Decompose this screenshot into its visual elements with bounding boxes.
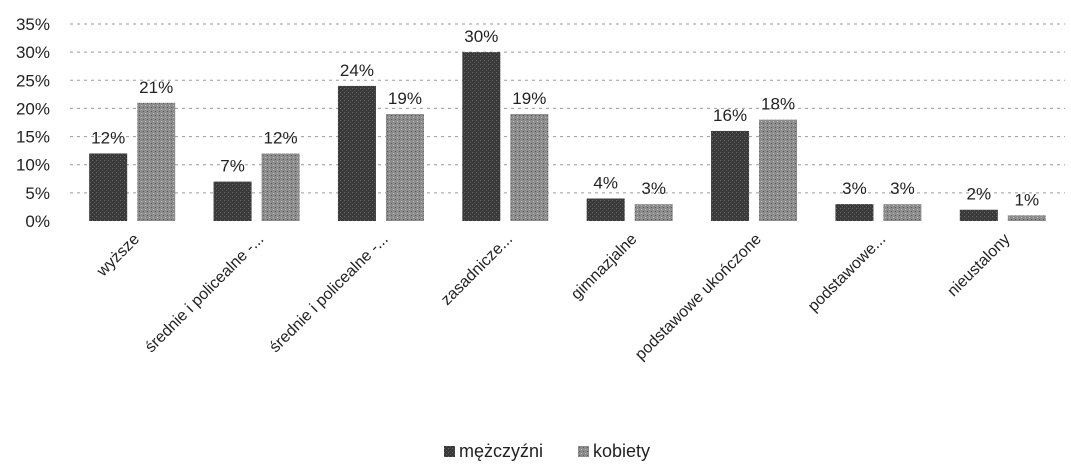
bar-kobiety	[510, 114, 549, 221]
legend-swatch-mezczyzni	[444, 446, 455, 457]
data-label: 16%	[713, 106, 747, 125]
legend-label: kobiety	[593, 441, 650, 461]
bar-kobiety	[137, 102, 176, 221]
y-tick-label: 25%	[16, 71, 50, 90]
bars	[89, 52, 1046, 222]
bar-mezczyzni	[337, 85, 376, 222]
data-label: 4%	[593, 173, 618, 192]
bar-kobiety	[261, 153, 300, 221]
data-labels: 12% 21% 7% 12% 24% 19% 30% 19% 4% 3% 16% 18% 3% 3% 2% 1…	[91, 27, 1039, 209]
gridlines	[70, 23, 1065, 194]
x-tick-label: średnie i policealne -...	[142, 231, 267, 356]
y-tick-label: 20%	[16, 99, 50, 118]
bar-kobiety	[385, 114, 424, 221]
y-tick-label: 5%	[25, 184, 50, 203]
data-label: 2%	[967, 185, 992, 204]
legend-label: mężczyźni	[459, 441, 543, 461]
legend-swatch-kobiety	[578, 446, 589, 457]
data-label: 24%	[340, 61, 374, 80]
bar-kobiety	[759, 119, 798, 221]
bar-mezczyzni	[959, 209, 998, 221]
bar-mezczyzni	[462, 52, 501, 222]
bar-mezczyzni	[89, 153, 128, 221]
data-label: 3%	[641, 179, 666, 198]
data-label: 3%	[842, 179, 867, 198]
y-tick-label: 30%	[16, 43, 50, 62]
data-label: 12%	[264, 128, 298, 147]
y-tick-label: 10%	[16, 156, 50, 175]
x-tick-label: gimnazjalne	[568, 231, 640, 303]
bar-mezczyzni	[586, 198, 625, 221]
data-label: 3%	[890, 179, 915, 198]
y-axis: 0% 5% 10% 15% 20% 25% 30% 35%	[16, 15, 50, 231]
bar-kobiety	[883, 204, 922, 221]
data-label: 30%	[464, 27, 498, 46]
x-tick-label: podstawowe ukończone	[632, 231, 765, 364]
x-tick-label: wyższe	[93, 231, 143, 281]
legend: mężczyźni kobiety	[444, 441, 650, 461]
bar-kobiety	[634, 204, 673, 221]
x-tick-label: podstawowe...	[805, 231, 889, 315]
x-tick-label: nieustalony	[944, 231, 1013, 300]
data-label: 1%	[1015, 190, 1040, 209]
x-axis: wyższe średnie i policealne -... średnie i…	[93, 231, 1013, 364]
data-label: 19%	[512, 89, 546, 108]
data-label: 18%	[761, 95, 795, 114]
bar-kobiety	[1007, 215, 1046, 221]
bar-mezczyzni	[213, 181, 252, 221]
data-label: 21%	[139, 78, 173, 97]
data-label: 12%	[91, 128, 125, 147]
data-label: 19%	[388, 89, 422, 108]
y-tick-label: 0%	[25, 212, 50, 231]
y-tick-label: 15%	[16, 128, 50, 147]
bar-mezczyzni	[711, 130, 750, 221]
x-tick-label: średnie i policealne -...	[267, 231, 392, 356]
y-tick-label: 35%	[16, 15, 50, 34]
data-label: 7%	[220, 157, 245, 176]
bar-mezczyzni	[835, 204, 874, 221]
x-tick-label: zasadnicze...	[438, 231, 516, 309]
